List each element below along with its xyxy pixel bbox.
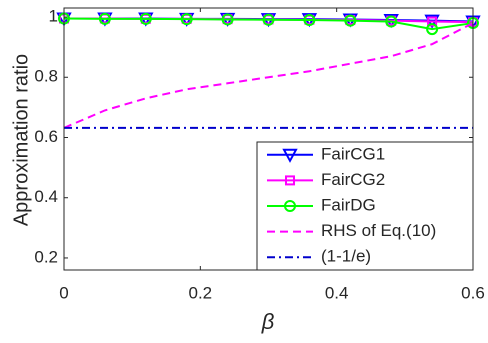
marker — [303, 14, 316, 27]
marker — [344, 14, 357, 27]
series-line — [63, 17, 474, 31]
x-tick-label: 0.2 — [189, 283, 213, 302]
y-tick-label: 0.8 — [34, 67, 58, 86]
x-tick-label: 0 — [59, 283, 68, 302]
legend-label: FairCG1 — [321, 144, 385, 163]
y-tick-label: 1 — [49, 7, 58, 26]
marker — [221, 13, 234, 26]
marker — [282, 148, 298, 163]
marker — [180, 13, 193, 26]
marker — [285, 175, 295, 186]
x-axis-label: β — [261, 309, 275, 334]
y-tick-label: 0.2 — [34, 247, 58, 266]
series-line — [63, 22, 474, 129]
legend-label: RHS of Eq.(10) — [321, 221, 436, 240]
marker — [427, 16, 438, 27]
y-axis-label: Approximation ratio — [10, 54, 32, 226]
marker — [98, 12, 111, 25]
y-tick-label: 0.4 — [34, 187, 58, 206]
marker — [139, 12, 152, 25]
legend-label: FairCG2 — [321, 170, 385, 189]
x-tick-label: 0.4 — [325, 283, 349, 302]
marker — [284, 200, 296, 212]
series — [63, 22, 474, 129]
y-tick-label: 0.6 — [34, 127, 58, 146]
x-tick-label: 0.6 — [461, 283, 485, 302]
marker — [385, 15, 398, 28]
legend: FairCG1 FairCG2 FairDG RHS of Eq.(10) (1-1/e… — [256, 141, 474, 271]
marker — [426, 23, 439, 36]
legend-label: FairDG — [321, 195, 376, 214]
legend-label: (1-1/e) — [321, 247, 371, 266]
marker — [262, 13, 275, 26]
